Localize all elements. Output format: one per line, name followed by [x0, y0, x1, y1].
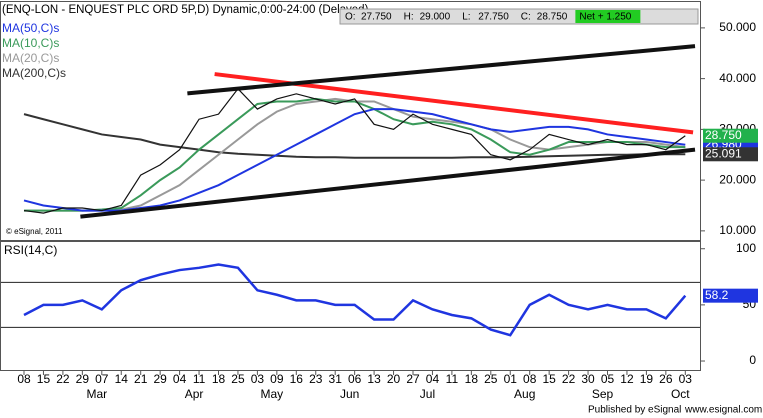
quote-value: 29.000 — [420, 12, 451, 23]
x-tick-label: 04 — [426, 372, 440, 386]
x-tick-label: 29 — [153, 372, 167, 386]
quote-label: C: — [521, 12, 531, 23]
x-tick-label: 29 — [76, 372, 90, 386]
y-tick-label: 0 — [749, 353, 756, 367]
x-tick-label: 25 — [484, 372, 498, 386]
last-value-label: 25.091 — [705, 146, 742, 160]
x-tick-label: 20 — [387, 372, 401, 386]
x-tick-label: 01 — [504, 372, 518, 386]
quote-value: 28.750 — [537, 12, 568, 23]
last-value-label: 28.750 — [705, 128, 742, 142]
x-tick-label: 30 — [581, 372, 595, 386]
net: Net + 1.250 — [579, 12, 631, 23]
trendline — [187, 44, 696, 96]
month-label: Jul — [420, 387, 435, 401]
rsi-title: RSI(14,C) — [4, 243, 57, 257]
legend-entry: MA(50,C)s — [2, 21, 59, 35]
x-tick-label: 31 — [329, 372, 343, 386]
month-label: Aug — [514, 387, 535, 401]
x-tick-label: 07 — [95, 372, 109, 386]
x-tick-label: 16 — [290, 372, 304, 386]
quote-value: 27.750 — [361, 12, 392, 23]
quote-label: O: — [345, 12, 356, 23]
legend-entry: MA(20,C)s — [2, 51, 59, 65]
quote-label: H: — [404, 12, 414, 23]
y-tick-label: 20.000 — [719, 172, 756, 186]
last-value-box — [703, 128, 758, 143]
month-label: Jun — [340, 387, 359, 401]
chart-title: (ENQ-LON - ENQUEST PLC ORD 5P,D) Dynamic… — [2, 4, 369, 16]
y-tick-label: 10.000 — [719, 223, 756, 237]
x-tick-label: 15 — [542, 372, 556, 386]
month-label: Sep — [592, 387, 614, 401]
x-tick-label: 25 — [231, 372, 245, 386]
quote-box — [339, 8, 699, 25]
month-label: Oct — [671, 387, 690, 401]
x-tick-label: 08 — [17, 372, 31, 386]
rsi-frame — [0, 241, 701, 371]
x-tick-label: 08 — [523, 372, 537, 386]
quote-value: 27.750 — [478, 12, 509, 23]
x-tick-label: 18 — [212, 372, 226, 386]
x-tick-label: 22 — [56, 372, 70, 386]
ma-line — [24, 97, 686, 212]
x-tick-label: 11 — [446, 372, 459, 386]
x-tick-label: 04 — [173, 372, 187, 386]
rsi-line — [23, 263, 687, 337]
x-tick-label: 26 — [659, 372, 673, 386]
legend-entry: MA(10,C)s — [2, 36, 59, 50]
footer-right: www.esignal.com — [684, 405, 762, 416]
x-tick-label: 03 — [679, 372, 693, 386]
x-tick-label: 11 — [193, 372, 206, 386]
trendline — [80, 147, 696, 219]
x-tick-label: 15 — [37, 372, 51, 386]
last-value-box — [703, 147, 758, 162]
x-tick-label: 18 — [465, 372, 479, 386]
month-label: Mar — [86, 387, 107, 401]
x-tick-label: 03 — [251, 372, 265, 386]
last-value-box — [703, 288, 758, 303]
credit: © eSignal, 2011 — [6, 227, 63, 236]
x-tick-label: 23 — [309, 372, 323, 386]
footer-left: Published by eSignal — [588, 405, 681, 416]
x-tick-label: 13 — [367, 372, 381, 386]
last-value-label: 58.2 — [705, 288, 729, 302]
x-tick-label: 14 — [115, 372, 129, 386]
x-tick-label: 21 — [134, 372, 148, 386]
x-tick-label: 22 — [562, 372, 576, 386]
x-tick-label: 09 — [270, 372, 284, 386]
month-label: May — [261, 387, 284, 401]
price-frame — [0, 1, 701, 241]
legend-entry: MA(200,C)s — [2, 66, 66, 80]
net-box — [575, 10, 641, 23]
y-tick-label: 100 — [736, 241, 756, 255]
price-line — [23, 87, 686, 214]
x-tick-label: 06 — [348, 372, 362, 386]
x-tick-label: 19 — [640, 372, 654, 386]
y-tick-label: 40.000 — [719, 71, 756, 85]
x-tick-label: 05 — [601, 372, 615, 386]
x-tick-label: 27 — [406, 372, 420, 386]
ma-line — [23, 113, 686, 159]
month-label: Apr — [185, 387, 204, 401]
x-tick-label: 12 — [620, 372, 634, 386]
y-tick-label: 50.000 — [719, 20, 756, 34]
quote-label: L: — [462, 12, 470, 23]
